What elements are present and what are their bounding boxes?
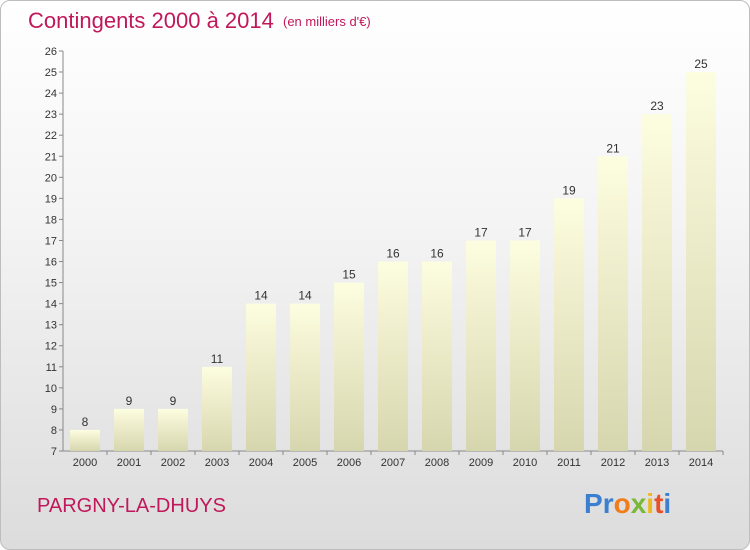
y-tick-label: 10 bbox=[45, 383, 57, 395]
data-label: 9 bbox=[126, 394, 133, 408]
bar bbox=[598, 156, 628, 451]
logo-letter: i bbox=[663, 488, 672, 519]
x-tick-label: 2002 bbox=[161, 457, 185, 469]
y-tick-label: 25 bbox=[45, 67, 57, 79]
chart-subtitle: (en milliers d'€) bbox=[283, 14, 371, 29]
bar bbox=[422, 261, 452, 451]
x-tick-label: 2011 bbox=[557, 457, 581, 469]
bar bbox=[246, 303, 276, 451]
logo-letter: t bbox=[654, 488, 664, 519]
y-tick-label: 24 bbox=[45, 88, 57, 100]
x-tick-label: 2009 bbox=[469, 457, 493, 469]
y-axis: 7 8 9 10 11 12 13 14 15 16 17 18 19 20 21 22 23 24 25 26 bbox=[45, 46, 64, 458]
data-label: 17 bbox=[518, 225, 532, 239]
x-tick-label: 2001 bbox=[117, 457, 141, 469]
chart-title: Contingents 2000 à 2014 bbox=[28, 8, 274, 33]
y-tick-label: 18 bbox=[45, 214, 57, 226]
y-tick-label: 22 bbox=[45, 130, 57, 142]
logo-letter: i bbox=[646, 488, 655, 519]
bar bbox=[378, 261, 408, 451]
x-tick-label: 2004 bbox=[249, 457, 273, 469]
data-label: 15 bbox=[342, 268, 356, 282]
bar bbox=[334, 282, 364, 451]
bar bbox=[554, 198, 584, 451]
y-tick-label: 15 bbox=[45, 278, 57, 290]
y-tick-label: 20 bbox=[45, 172, 57, 184]
x-tick-label: 2006 bbox=[337, 457, 361, 469]
logo-letter: P bbox=[584, 488, 603, 519]
bar bbox=[290, 303, 320, 451]
bar bbox=[158, 408, 188, 451]
data-label: 11 bbox=[211, 352, 224, 366]
y-tick-label: 14 bbox=[45, 299, 57, 311]
y-tick-label: 12 bbox=[45, 341, 57, 353]
bar bbox=[466, 240, 496, 451]
y-tick-label: 26 bbox=[45, 46, 57, 58]
x-tick-label: 2013 bbox=[645, 457, 669, 469]
bars bbox=[70, 72, 716, 451]
data-label: 16 bbox=[430, 247, 444, 261]
bar bbox=[510, 240, 540, 451]
value-labels: 8 9 9 11 14 14 15 16 16 17 17 19 21 23 25 bbox=[82, 57, 708, 429]
data-label: 19 bbox=[562, 183, 576, 197]
logo-letter: o bbox=[613, 488, 631, 519]
x-tick-label: 2010 bbox=[513, 457, 537, 469]
y-tick-label: 16 bbox=[45, 257, 57, 269]
data-label: 16 bbox=[386, 247, 400, 261]
bar bbox=[642, 114, 672, 451]
y-tick-label: 9 bbox=[51, 404, 57, 416]
bar bbox=[686, 72, 716, 451]
x-tick-label: 2014 bbox=[689, 457, 713, 469]
data-label: 14 bbox=[254, 289, 268, 303]
y-tick-label: 17 bbox=[45, 235, 57, 247]
x-tick-label: 2007 bbox=[381, 457, 405, 469]
commune-name: PARGNY-LA-DHUYS bbox=[37, 495, 226, 517]
y-tick-label: 8 bbox=[51, 425, 57, 437]
data-label: 9 bbox=[170, 394, 177, 408]
data-label: 8 bbox=[82, 415, 89, 429]
y-tick-label: 11 bbox=[46, 362, 57, 374]
proxiti-logo[interactable]: Proxiti bbox=[584, 488, 671, 520]
y-tick-label: 23 bbox=[45, 109, 57, 121]
data-label: 17 bbox=[474, 225, 488, 239]
data-label: 21 bbox=[606, 141, 620, 155]
x-axis: 2000 2001 2002 2003 2004 2005 2006 2007 2008 2009… bbox=[63, 450, 724, 469]
logo-letter: r bbox=[602, 488, 614, 519]
x-tick-label: 2012 bbox=[601, 457, 625, 469]
data-label: 25 bbox=[694, 57, 708, 71]
x-tick-label: 2008 bbox=[425, 457, 449, 469]
data-label: 23 bbox=[650, 99, 664, 113]
y-tick-label: 13 bbox=[45, 320, 57, 332]
logo-letter: x bbox=[630, 488, 647, 519]
bar bbox=[114, 408, 144, 451]
bar bbox=[202, 366, 232, 451]
x-tick-label: 2000 bbox=[73, 457, 97, 469]
y-tick-label: 19 bbox=[45, 193, 57, 205]
data-label: 14 bbox=[298, 289, 312, 303]
y-tick-label: 7 bbox=[51, 446, 57, 458]
x-tick-label: 2003 bbox=[205, 457, 229, 469]
y-tick-label: 21 bbox=[45, 151, 57, 163]
x-tick-label: 2005 bbox=[293, 457, 317, 469]
bar bbox=[70, 429, 100, 451]
